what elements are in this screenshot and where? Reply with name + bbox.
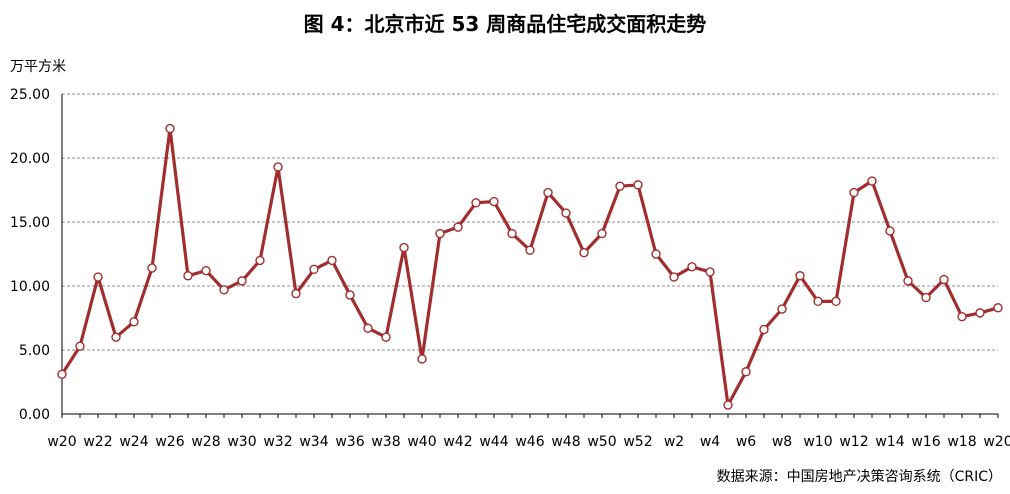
x-tick-label: w42 <box>443 434 472 450</box>
data-point <box>255 255 265 266</box>
series-line <box>60 127 999 407</box>
data-point <box>291 288 301 299</box>
data-point <box>237 276 247 286</box>
data-point <box>381 332 391 342</box>
data-point <box>813 296 823 307</box>
y-tick-label: 15.00 <box>10 215 50 231</box>
data-point <box>309 264 319 275</box>
y-axis-unit-label: 万平方米 <box>10 59 66 75</box>
data-point <box>525 245 535 255</box>
x-tick-label: w16 <box>911 434 940 450</box>
data-point <box>327 255 337 266</box>
data-point <box>489 196 499 207</box>
data-point <box>471 198 481 208</box>
x-tick-label: w6 <box>736 434 756 450</box>
data-point <box>363 323 373 333</box>
x-tick-label: w22 <box>83 434 112 450</box>
x-tick-label: w20 <box>983 434 1010 450</box>
x-tick-label: w28 <box>191 434 220 450</box>
data-point <box>687 262 697 272</box>
y-tick-label: 0.00 <box>19 407 50 423</box>
x-tick-label: w46 <box>515 434 544 450</box>
x-tick-label: w44 <box>479 434 508 450</box>
data-point <box>219 285 229 295</box>
data-point <box>507 228 517 239</box>
x-tick-label: w52 <box>623 434 652 450</box>
x-tick-label: w32 <box>263 434 292 450</box>
data-point <box>597 228 607 239</box>
data-point <box>75 341 85 351</box>
x-tick-label: w30 <box>227 434 256 450</box>
x-tick-label: w38 <box>371 434 400 450</box>
data-point <box>633 180 643 190</box>
data-point <box>777 304 787 314</box>
data-point <box>903 276 913 286</box>
data-point <box>939 274 949 285</box>
data-point <box>561 208 571 218</box>
x-tick-label: w26 <box>155 434 184 450</box>
x-tick-label: w14 <box>875 434 904 450</box>
data-point <box>147 263 157 273</box>
x-tick-label: w4 <box>700 434 720 450</box>
data-point <box>867 176 877 186</box>
data-point <box>993 303 1003 313</box>
data-point <box>201 265 211 276</box>
data-point <box>345 290 355 300</box>
data-point <box>453 222 463 232</box>
data-point <box>93 272 103 282</box>
x-tick-label: w36 <box>335 434 364 450</box>
data-point <box>795 271 805 281</box>
x-tick-label: w18 <box>947 434 976 450</box>
data-point <box>417 354 427 364</box>
x-tick-label: w48 <box>551 434 580 450</box>
data-point <box>849 187 859 198</box>
x-tick-label: w50 <box>587 434 616 450</box>
data-point <box>399 242 409 253</box>
y-tick-label: 20.00 <box>10 151 50 167</box>
data-point <box>579 248 589 258</box>
data-point <box>921 292 931 303</box>
data-point <box>615 181 625 191</box>
y-tick-label: 5.00 <box>19 343 50 359</box>
data-point <box>435 228 445 239</box>
data-point <box>651 249 661 259</box>
x-tick-label: w34 <box>299 434 328 450</box>
data-point <box>669 272 679 282</box>
data-point <box>723 400 733 410</box>
data-point <box>57 369 67 380</box>
data-source-note: 数据来源：中国房地产决策咨询系统（CRIC） <box>716 469 1002 485</box>
x-tick-label: w8 <box>772 434 792 450</box>
y-tick-label: 10.00 <box>10 279 50 295</box>
data-point <box>165 123 175 134</box>
x-tick-label: w20 <box>47 434 76 450</box>
x-tick-label: w2 <box>664 434 684 450</box>
x-tick-label: w24 <box>119 434 148 450</box>
data-point <box>705 267 715 277</box>
data-point <box>129 317 139 327</box>
y-tick-label: 25.00 <box>10 87 50 103</box>
data-point <box>183 271 193 281</box>
data-point <box>273 162 283 172</box>
data-point <box>975 308 985 318</box>
data-point <box>741 367 751 377</box>
x-tick-label: w10 <box>803 434 832 450</box>
x-tick-label: w12 <box>839 434 868 450</box>
data-point <box>957 312 967 322</box>
data-point <box>543 187 553 198</box>
chart-title: 图 4：北京市近 53 周商品住宅成交面积走势 <box>303 12 707 36</box>
data-point <box>885 226 895 236</box>
x-tick-label: w40 <box>407 434 436 450</box>
data-point <box>111 332 121 342</box>
data-point <box>759 324 769 335</box>
data-point <box>831 296 841 307</box>
